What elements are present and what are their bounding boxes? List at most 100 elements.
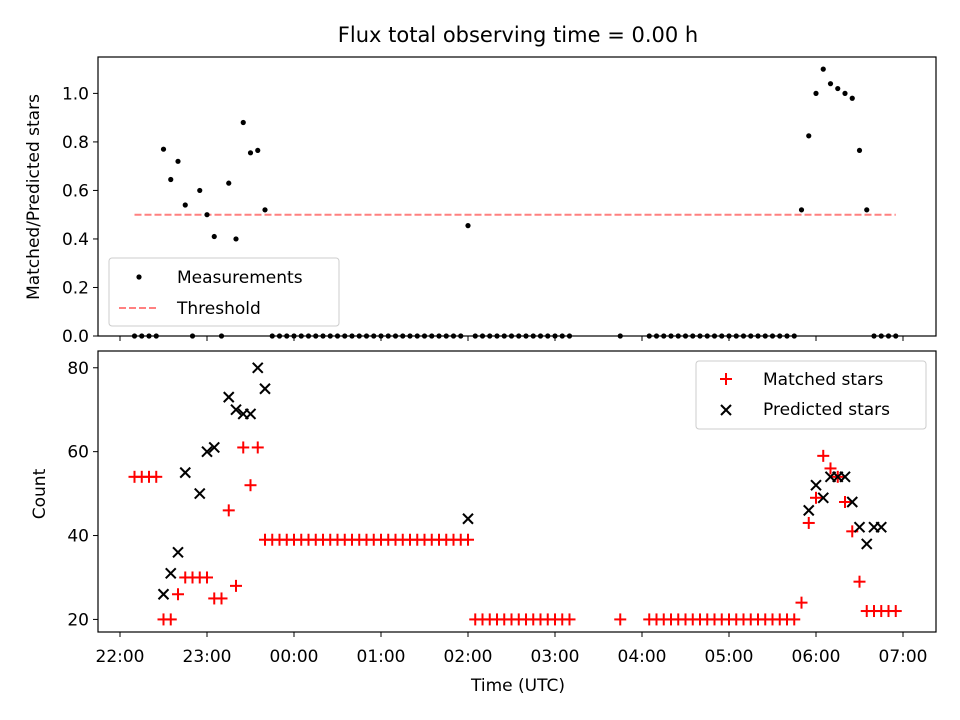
measurement-point	[168, 176, 174, 183]
matched-star-point	[244, 479, 257, 492]
legend-measurements-marker	[136, 274, 142, 280]
measurement-point	[827, 81, 834, 87]
predicted-star-point	[875, 521, 887, 533]
bottom-xtick-label: 07:00	[879, 647, 928, 667]
predicted-star-point	[230, 404, 242, 416]
matched-star-point	[462, 533, 474, 546]
matched-star-point	[150, 470, 163, 483]
measurement-point	[835, 85, 841, 92]
predicted-star-point	[165, 567, 177, 579]
matched-star-point	[889, 605, 902, 618]
measurement-point	[806, 133, 812, 139]
bottom-panel: 20 40 60 80 22:00 23:00 00:00 01:00 02:00 03:00 0…	[30, 350, 937, 696]
bottom-xtick-label: 04:00	[618, 647, 667, 667]
measurement-point	[255, 147, 261, 154]
measurement-point	[197, 187, 203, 194]
top-legend-box	[108, 257, 340, 327]
measurement-point	[247, 150, 254, 156]
measurement-point	[160, 146, 167, 152]
predicted-star-point	[157, 588, 170, 600]
bottom-xtick-label: 02:00	[444, 647, 493, 667]
matched-star-point	[172, 588, 184, 601]
top-ytick-label: 0.4	[62, 230, 89, 250]
predicted-star-point	[861, 538, 873, 550]
bottom-xtick-label: 22:00	[96, 647, 145, 667]
top-ytick-label: 0.2	[62, 278, 89, 298]
measurement-point	[240, 119, 246, 126]
measurement-point	[211, 233, 217, 240]
predicted-star-point	[201, 445, 213, 458]
legend-matched-marker	[720, 373, 732, 385]
legend-measurements-label: Measurements	[177, 268, 303, 288]
matched-star-point	[788, 613, 801, 626]
measurement-point	[226, 180, 232, 186]
bottom-axes-frame	[97, 350, 937, 633]
measurement-point	[856, 147, 863, 154]
legend-predicted-label: Predicted stars	[763, 400, 890, 420]
matched-star-point	[853, 575, 866, 588]
predicted-star-point	[259, 383, 271, 395]
matched-star-point	[201, 571, 213, 584]
matched-star-point	[251, 441, 264, 454]
bottom-xtick-label: 06:00	[792, 647, 841, 667]
top-ylabel: Matched/Predicted stars	[24, 94, 44, 300]
predicted-star-point	[172, 546, 184, 559]
legend-threshold-label: Threshold	[176, 299, 261, 319]
bottom-legend: Matched stars Predicted stars	[695, 360, 927, 430]
predicted-star-point	[223, 391, 235, 403]
matched-star-point	[824, 462, 837, 475]
top-ytick-label: 0.8	[62, 133, 89, 153]
predicted-star-point	[244, 408, 257, 420]
bottom-xtick-label: 01:00	[357, 647, 406, 667]
measurement-point	[204, 212, 210, 218]
top-legend: Measurements Threshold	[108, 257, 340, 327]
top-panel: 0.0 0.2 0.4 0.6 0.8 1.0 Matched/Predicted sta…	[24, 56, 937, 347]
predicted-star-point	[846, 496, 858, 508]
predicted-star-point	[810, 479, 822, 491]
matched-star-point	[810, 491, 822, 504]
matched-star-point	[839, 495, 851, 508]
bottom-ytick-label: 60	[67, 443, 89, 463]
measurement-point	[175, 158, 181, 164]
matched-star-point	[230, 579, 242, 592]
bottom-xtick-label: 05:00	[705, 647, 754, 667]
matched-star-point	[215, 592, 228, 605]
top-ytick-label: 0.6	[62, 181, 89, 201]
measurement-point	[813, 90, 819, 96]
predicted-star-point	[194, 487, 206, 500]
bottom-legend-box	[695, 360, 927, 430]
bottom-xtick-label: 23:00	[183, 647, 232, 667]
measurement-point	[182, 202, 188, 208]
predicted-star-point	[252, 362, 264, 374]
bottom-ytick-label: 20	[67, 610, 89, 630]
predicted-star-point	[853, 521, 866, 533]
matched-star-point	[164, 613, 177, 626]
legend-matched-label: Matched stars	[763, 370, 883, 390]
measurement-point	[798, 207, 805, 213]
measurement-point	[262, 207, 268, 213]
matched-star-point	[237, 441, 250, 454]
measurement-point	[233, 236, 239, 242]
predicted-star-point	[208, 441, 220, 454]
chart-title: Flux total observing time = 0.00 h	[338, 23, 698, 47]
predicted-star-point	[803, 504, 815, 517]
predicted-star-point	[179, 466, 191, 479]
bottom-xtick-label: 03:00	[531, 647, 580, 667]
bottom-xlabel: Time (UTC)	[470, 676, 565, 696]
top-ytick-label: 1.0	[62, 84, 89, 104]
matched-star-point	[222, 504, 235, 517]
top-ytick-label: 0.0	[62, 327, 89, 347]
predicted-star-point	[462, 513, 474, 525]
bottom-ylabel: Count	[30, 468, 50, 519]
bottom-ytick-label: 80	[67, 359, 89, 379]
matched-star-point	[563, 613, 576, 626]
matched-star-point	[795, 596, 808, 609]
top-axes-frame	[97, 56, 937, 337]
measurement-point	[864, 207, 870, 213]
predicted-star-point	[817, 492, 829, 504]
matched-star-point	[802, 516, 815, 529]
matched-star-point	[614, 613, 627, 626]
matched-star-point	[817, 449, 830, 462]
predicted-star-point	[839, 471, 851, 483]
